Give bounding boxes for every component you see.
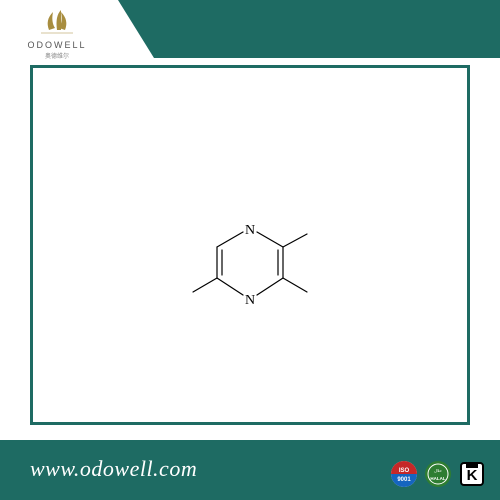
certification-badges: ISO 9001 حلال HALAL K xyxy=(390,460,486,488)
chemical-structure: N N xyxy=(185,220,315,310)
brand-name-en: ODOWELL xyxy=(12,40,102,50)
svg-text:K: K xyxy=(467,467,478,484)
website-url: www.odowell.com xyxy=(30,456,197,482)
svg-text:HALAL: HALAL xyxy=(430,476,445,481)
kosher-badge-icon: K xyxy=(458,460,486,488)
brand-name-cn: 奥德维尔 xyxy=(12,51,102,60)
svg-text:ISO: ISO xyxy=(399,468,410,474)
atom-n-top: N xyxy=(245,223,255,238)
svg-text:حلال: حلال xyxy=(434,468,442,473)
svg-text:9001: 9001 xyxy=(397,477,411,483)
leaf-icon xyxy=(39,8,75,36)
brand-logo: ODOWELL 奥德维尔 xyxy=(12,8,102,60)
iso-9001-badge-icon: ISO 9001 xyxy=(390,460,418,488)
halal-badge-icon: حلال HALAL xyxy=(424,460,452,488)
atom-n-bottom: N xyxy=(245,293,255,308)
product-frame: N N xyxy=(30,65,470,425)
